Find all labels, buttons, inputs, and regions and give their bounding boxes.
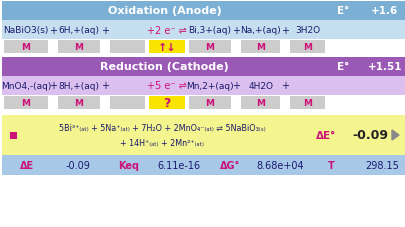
- Text: +: +: [49, 81, 57, 91]
- Text: +1.51: +1.51: [368, 62, 402, 72]
- Text: ΔG°: ΔG°: [220, 160, 240, 170]
- Text: +: +: [281, 25, 290, 35]
- Text: +: +: [281, 81, 290, 91]
- Bar: [58, 96, 100, 109]
- Bar: [327, 96, 405, 111]
- Text: +: +: [101, 25, 109, 35]
- Text: + 14H⁺₍ₐₜ₎ + 2Mn²⁺₍ₐₜ₎: + 14H⁺₍ₐₜ₎ + 2Mn²⁺₍ₐₜ₎: [120, 138, 204, 147]
- Text: +: +: [232, 25, 240, 35]
- Text: +: +: [232, 81, 240, 91]
- Bar: [4, 96, 48, 109]
- Text: M: M: [21, 99, 30, 108]
- Text: M: M: [205, 99, 214, 108]
- Text: ↑↓: ↑↓: [158, 42, 176, 52]
- Bar: [241, 41, 280, 54]
- Bar: [2, 2, 327, 21]
- Text: Bi,3+(aq): Bi,3+(aq): [188, 26, 231, 35]
- Text: 8H,+(aq): 8H,+(aq): [58, 82, 100, 91]
- Text: Reduction (Cathode): Reduction (Cathode): [100, 62, 229, 72]
- Bar: [149, 96, 185, 109]
- Bar: [2, 40, 405, 55]
- Text: M: M: [21, 43, 30, 52]
- Bar: [2, 77, 405, 96]
- Text: M: M: [303, 99, 312, 108]
- Text: 3H2O: 3H2O: [295, 26, 320, 35]
- Text: ΔE: ΔE: [20, 160, 34, 170]
- Text: -0.09: -0.09: [66, 160, 90, 170]
- Bar: [110, 41, 145, 54]
- Text: +1.6: +1.6: [371, 7, 399, 16]
- Text: MnO4,-(aq): MnO4,-(aq): [1, 82, 51, 91]
- Text: M: M: [256, 43, 265, 52]
- Text: 8.68e+04: 8.68e+04: [257, 160, 304, 170]
- Text: M: M: [75, 99, 83, 108]
- Bar: [110, 96, 145, 109]
- Text: NaBiO3(s): NaBiO3(s): [3, 26, 49, 35]
- Bar: [327, 58, 405, 77]
- Text: ΔE°: ΔE°: [316, 131, 336, 140]
- Text: +: +: [101, 81, 109, 91]
- Bar: [327, 2, 405, 21]
- Bar: [2, 155, 405, 175]
- Bar: [2, 58, 327, 77]
- Bar: [58, 41, 100, 54]
- Text: 6.11e-16: 6.11e-16: [158, 160, 201, 170]
- Bar: [290, 41, 325, 54]
- Text: M: M: [303, 43, 312, 52]
- Bar: [241, 96, 280, 109]
- Text: 4H2O: 4H2O: [248, 82, 273, 91]
- Text: 298.15: 298.15: [365, 160, 399, 170]
- Text: M: M: [205, 43, 214, 52]
- Text: Mn,2+(aq): Mn,2+(aq): [186, 82, 234, 91]
- Text: Na,+(aq): Na,+(aq): [241, 26, 281, 35]
- Bar: [2, 96, 405, 111]
- Text: Oxidation (Anode): Oxidation (Anode): [108, 7, 222, 16]
- Text: +: +: [49, 25, 57, 35]
- Bar: [189, 96, 231, 109]
- Text: E°: E°: [337, 62, 349, 72]
- Text: ?: ?: [163, 96, 171, 109]
- Bar: [10, 132, 17, 139]
- Text: +2 e⁻ ⇌: +2 e⁻ ⇌: [147, 25, 187, 35]
- Text: 6H,+(aq): 6H,+(aq): [58, 26, 100, 35]
- Text: E°: E°: [337, 7, 349, 16]
- Text: M: M: [75, 43, 83, 52]
- Text: +5 e⁻ ⇌: +5 e⁻ ⇌: [147, 81, 187, 91]
- Bar: [189, 41, 231, 54]
- Text: -0.09: -0.09: [352, 129, 388, 142]
- Polygon shape: [392, 131, 399, 140]
- Text: M: M: [256, 99, 265, 108]
- Bar: [4, 41, 48, 54]
- Bar: [327, 40, 405, 55]
- Bar: [149, 41, 185, 54]
- Text: 5Bi³⁺₍ₐₜ₎ + 5Na⁺₍ₐₜ₎ + 7H₂O + 2MnO₄⁻₍ₐₜ₎ ⇌ 5NaBiO₃₍ₛ₎: 5Bi³⁺₍ₐₜ₎ + 5Na⁺₍ₐₜ₎ + 7H₂O + 2MnO₄⁻₍ₐₜ₎…: [59, 123, 266, 132]
- Bar: [2, 21, 405, 40]
- Text: Keq: Keq: [118, 160, 139, 170]
- Text: T: T: [328, 160, 335, 170]
- Bar: [290, 96, 325, 109]
- Bar: [2, 116, 405, 155]
